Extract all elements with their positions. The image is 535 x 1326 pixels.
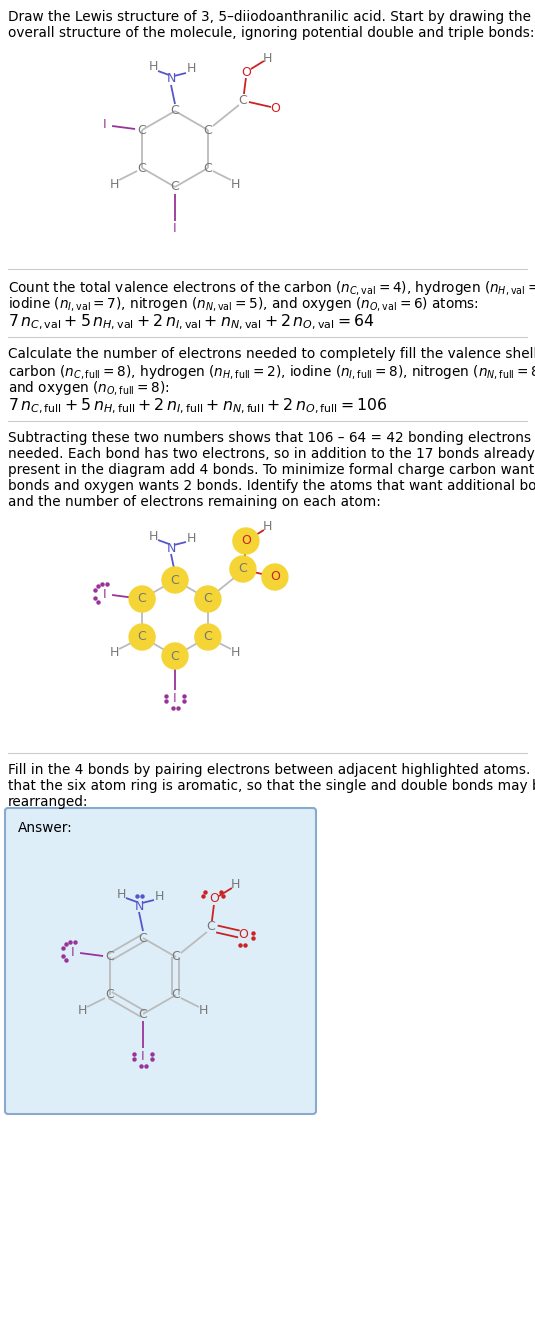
- Text: C: C: [171, 574, 179, 586]
- Text: bonds and oxygen wants 2 bonds. Identify the atoms that want additional bonds: bonds and oxygen wants 2 bonds. Identify…: [8, 479, 535, 493]
- Text: C: C: [239, 94, 247, 106]
- FancyBboxPatch shape: [5, 808, 316, 1114]
- Text: Calculate the number of electrons needed to completely fill the valence shells f: Calculate the number of electrons needed…: [8, 347, 535, 361]
- Text: C: C: [106, 951, 114, 964]
- Text: that the six atom ring is aromatic, so that the single and double bonds may be: that the six atom ring is aromatic, so t…: [8, 778, 535, 793]
- Text: C: C: [172, 951, 180, 964]
- Text: rearranged:: rearranged:: [8, 796, 88, 809]
- Text: carbon ($n_{C,\mathrm{full}}=8$), hydrogen ($n_{H,\mathrm{full}}=2$), iodine ($n: carbon ($n_{C,\mathrm{full}}=8$), hydrog…: [8, 363, 535, 381]
- Circle shape: [129, 625, 155, 650]
- Circle shape: [262, 564, 288, 590]
- Text: C: C: [137, 123, 147, 137]
- Text: I: I: [102, 587, 106, 601]
- Text: Count the total valence electrons of the carbon ($n_{C,\mathrm{val}}=4$), hydrog: Count the total valence electrons of the…: [8, 278, 535, 297]
- Text: I: I: [70, 945, 74, 959]
- Text: $7\,n_{C,\mathrm{full}}+5\,n_{H,\mathrm{full}}+2\,n_{I,\mathrm{full}}+n_{N,\math: $7\,n_{C,\mathrm{full}}+5\,n_{H,\mathrm{…: [8, 396, 387, 416]
- Text: H: H: [148, 529, 158, 542]
- Text: Answer:: Answer:: [18, 821, 73, 835]
- Text: C: C: [139, 931, 147, 944]
- Text: N: N: [166, 541, 175, 554]
- Text: C: C: [137, 593, 147, 606]
- Text: H: H: [116, 887, 126, 900]
- Text: H: H: [186, 532, 196, 545]
- Text: H: H: [186, 62, 196, 76]
- Circle shape: [230, 556, 256, 582]
- Text: I: I: [141, 1049, 145, 1062]
- Text: C: C: [203, 630, 212, 643]
- Text: H: H: [199, 1005, 209, 1017]
- Text: C: C: [203, 162, 212, 175]
- Text: O: O: [241, 65, 251, 78]
- Text: H: H: [231, 647, 241, 659]
- Text: Fill in the 4 bonds by pairing electrons between adjacent highlighted atoms. Not: Fill in the 4 bonds by pairing electrons…: [8, 762, 535, 777]
- Circle shape: [162, 568, 188, 593]
- Text: O: O: [209, 892, 219, 906]
- Text: H: H: [154, 890, 164, 903]
- Text: C: C: [172, 988, 180, 1001]
- Text: I: I: [173, 223, 177, 236]
- Text: O: O: [270, 102, 280, 114]
- Text: I: I: [102, 118, 106, 131]
- Text: N: N: [166, 73, 175, 85]
- Text: C: C: [137, 162, 147, 175]
- Text: C: C: [207, 920, 215, 934]
- Text: Draw the Lewis structure of 3, 5–diiodoanthranilic acid. Start by drawing the: Draw the Lewis structure of 3, 5–diiodoa…: [8, 11, 531, 24]
- Text: C: C: [203, 123, 212, 137]
- Text: H: H: [263, 52, 273, 65]
- Circle shape: [195, 625, 221, 650]
- Text: H: H: [231, 178, 241, 191]
- Text: O: O: [238, 928, 248, 941]
- Circle shape: [233, 528, 259, 554]
- Text: O: O: [270, 570, 280, 583]
- Text: C: C: [203, 593, 212, 606]
- Text: C: C: [239, 562, 247, 575]
- Text: C: C: [137, 630, 147, 643]
- Circle shape: [129, 586, 155, 613]
- Text: C: C: [171, 105, 179, 118]
- Text: C: C: [171, 180, 179, 194]
- Text: I: I: [173, 691, 177, 704]
- Text: iodine ($n_{I,\mathrm{val}}=7$), nitrogen ($n_{N,\mathrm{val}}=5$), and oxygen (: iodine ($n_{I,\mathrm{val}}=7$), nitroge…: [8, 294, 479, 313]
- Text: H: H: [231, 879, 241, 891]
- Text: C: C: [106, 988, 114, 1001]
- Text: $7\,n_{C,\mathrm{val}}+5\,n_{H,\mathrm{val}}+2\,n_{I,\mathrm{val}}+n_{N,\mathrm{: $7\,n_{C,\mathrm{val}}+5\,n_{H,\mathrm{v…: [8, 313, 374, 333]
- Text: overall structure of the molecule, ignoring potential double and triple bonds:: overall structure of the molecule, ignor…: [8, 27, 534, 40]
- Text: H: H: [78, 1005, 87, 1017]
- Circle shape: [162, 643, 188, 670]
- Circle shape: [195, 586, 221, 613]
- Text: and oxygen ($n_{O,\mathrm{full}}=8$):: and oxygen ($n_{O,\mathrm{full}}=8$):: [8, 379, 170, 396]
- Text: C: C: [139, 1008, 147, 1021]
- Text: O: O: [241, 534, 251, 548]
- Text: Subtracting these two numbers shows that 106 – 64 = 42 bonding electrons are: Subtracting these two numbers shows that…: [8, 431, 535, 446]
- Text: H: H: [263, 521, 273, 533]
- Text: N: N: [134, 899, 144, 912]
- Text: H: H: [109, 647, 119, 659]
- Text: H: H: [109, 178, 119, 191]
- Text: H: H: [148, 61, 158, 73]
- Text: C: C: [171, 650, 179, 663]
- Text: present in the diagram add 4 bonds. To minimize formal charge carbon wants 4: present in the diagram add 4 bonds. To m…: [8, 463, 535, 477]
- Text: needed. Each bond has two electrons, so in addition to the 17 bonds already: needed. Each bond has two electrons, so …: [8, 447, 535, 461]
- Text: and the number of electrons remaining on each atom:: and the number of electrons remaining on…: [8, 495, 381, 509]
